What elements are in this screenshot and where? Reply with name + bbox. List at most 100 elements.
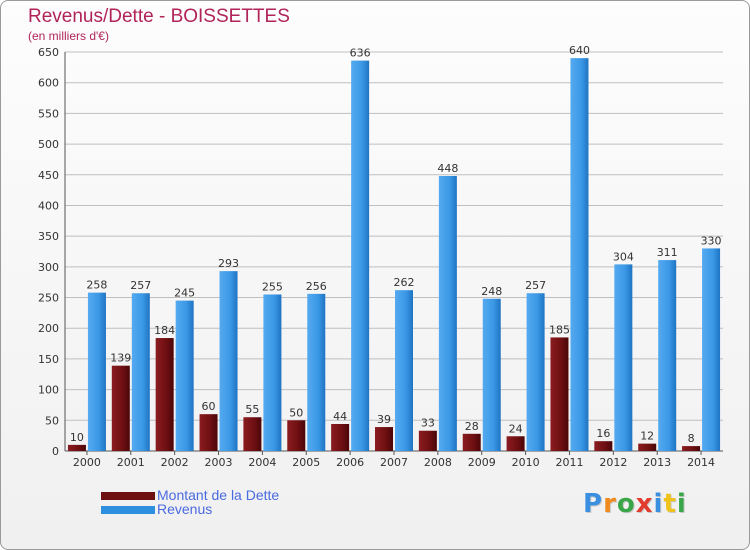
x-tick-label: 2000 (73, 456, 101, 469)
x-tick-label: 2010 (512, 456, 540, 469)
bar-dette (506, 436, 525, 451)
bar-dette (67, 444, 86, 451)
x-tick-label: 2009 (468, 456, 496, 469)
bar-revenus (263, 294, 282, 451)
chart-title: Revenus/Dette - BOISSETTES (28, 6, 290, 27)
bar-revenus (438, 175, 457, 451)
y-tick-label: 650 (38, 46, 59, 59)
bar-dette (550, 337, 569, 451)
bar-revenus (658, 260, 677, 451)
x-tick-label: 2007 (380, 456, 408, 469)
x-tick-label: 2006 (336, 456, 364, 469)
data-label-revenus: 258 (86, 279, 107, 292)
data-label-revenus: 304 (613, 250, 634, 263)
bar-revenus (219, 271, 238, 451)
bar-dette (462, 433, 481, 451)
data-label-revenus: 248 (481, 285, 502, 298)
logo-letter: r (603, 489, 617, 519)
chart-subtitle: (en milliers d'€) (28, 29, 109, 43)
proxiti-logo: Proxiti (583, 489, 687, 519)
y-tick-label: 0 (52, 445, 59, 458)
bar-dette (682, 446, 701, 451)
data-label-revenus: 257 (130, 279, 151, 292)
bar-revenus (307, 293, 326, 451)
bar-revenus (482, 298, 501, 451)
y-tick-label: 550 (38, 107, 59, 120)
data-label-dette: 55 (245, 403, 259, 416)
y-tick-label: 100 (38, 384, 59, 397)
bar-dette (243, 417, 262, 451)
bar-revenus (570, 58, 589, 452)
bar-dette (594, 441, 613, 451)
data-label-revenus: 636 (350, 47, 371, 60)
data-label-dette: 33 (421, 417, 435, 430)
x-tick-label: 2014 (687, 456, 715, 469)
data-label-dette: 39 (377, 413, 391, 426)
data-label-dette: 12 (640, 430, 654, 443)
bar-revenus (526, 293, 545, 451)
logo-letter: t (663, 489, 677, 519)
data-label-dette: 28 (465, 420, 479, 433)
data-label-revenus: 262 (394, 276, 415, 289)
logo-letter: i (676, 489, 687, 519)
data-label-dette: 139 (110, 352, 131, 365)
data-label-dette: 10 (70, 431, 84, 444)
data-label-revenus: 293 (218, 257, 239, 270)
data-label-revenus: 311 (657, 246, 678, 259)
y-tick-label: 450 (38, 169, 59, 182)
x-tick-label: 2011 (555, 456, 583, 469)
bar-revenus (702, 248, 721, 451)
x-tick-label: 2002 (161, 456, 189, 469)
data-label-dette: 16 (596, 427, 610, 440)
data-label-dette: 8 (688, 432, 695, 445)
x-tick-label: 2008 (424, 456, 452, 469)
y-tick-label: 50 (45, 414, 59, 427)
bar-dette (155, 338, 174, 451)
bar-dette (375, 427, 393, 451)
x-tick-label: 2005 (292, 456, 320, 469)
bar-revenus (614, 264, 633, 451)
bar-dette (199, 414, 218, 451)
data-label-revenus: 256 (306, 280, 327, 293)
data-label-dette: 50 (289, 406, 303, 419)
bar-dette (638, 443, 657, 451)
logo-letter: x (635, 489, 654, 519)
bar-revenus (131, 293, 150, 451)
x-tick-label: 2004 (248, 456, 276, 469)
data-label-dette: 44 (333, 410, 347, 423)
logo-letter: i (653, 489, 664, 519)
x-tick-label: 2003 (205, 456, 233, 469)
x-tick-label: 2013 (643, 456, 671, 469)
logo-letter: P (583, 489, 604, 519)
y-tick-label: 200 (38, 322, 59, 335)
y-tick-label: 350 (38, 230, 59, 243)
legend-label-dette: Montant de la Dette (157, 487, 280, 503)
y-tick-label: 400 (38, 199, 59, 212)
data-label-dette: 185 (549, 323, 570, 336)
legend-swatch-dette (101, 492, 155, 500)
bar-revenus (395, 290, 413, 451)
bar-revenus (175, 300, 194, 451)
data-label-revenus: 448 (437, 162, 458, 175)
bar-dette (418, 430, 437, 451)
y-tick-label: 300 (38, 261, 59, 274)
bar-dette (331, 423, 350, 451)
data-label-dette: 184 (154, 324, 175, 337)
x-tick-label: 2012 (599, 456, 627, 469)
data-label-revenus: 245 (174, 287, 195, 300)
data-label-revenus: 257 (525, 279, 546, 292)
y-tick-label: 150 (38, 353, 59, 366)
x-tick-label: 2001 (117, 456, 145, 469)
data-label-dette: 60 (202, 400, 216, 413)
y-tick-label: 600 (38, 77, 59, 90)
bar-dette (111, 365, 130, 451)
data-label-revenus: 640 (569, 44, 590, 57)
legend-swatch-revenus (101, 506, 155, 514)
y-tick-label: 500 (38, 138, 59, 151)
bar-revenus (87, 292, 106, 451)
bar-revenus (351, 60, 370, 452)
data-label-revenus: 330 (701, 234, 722, 247)
data-label-dette: 24 (509, 422, 523, 435)
